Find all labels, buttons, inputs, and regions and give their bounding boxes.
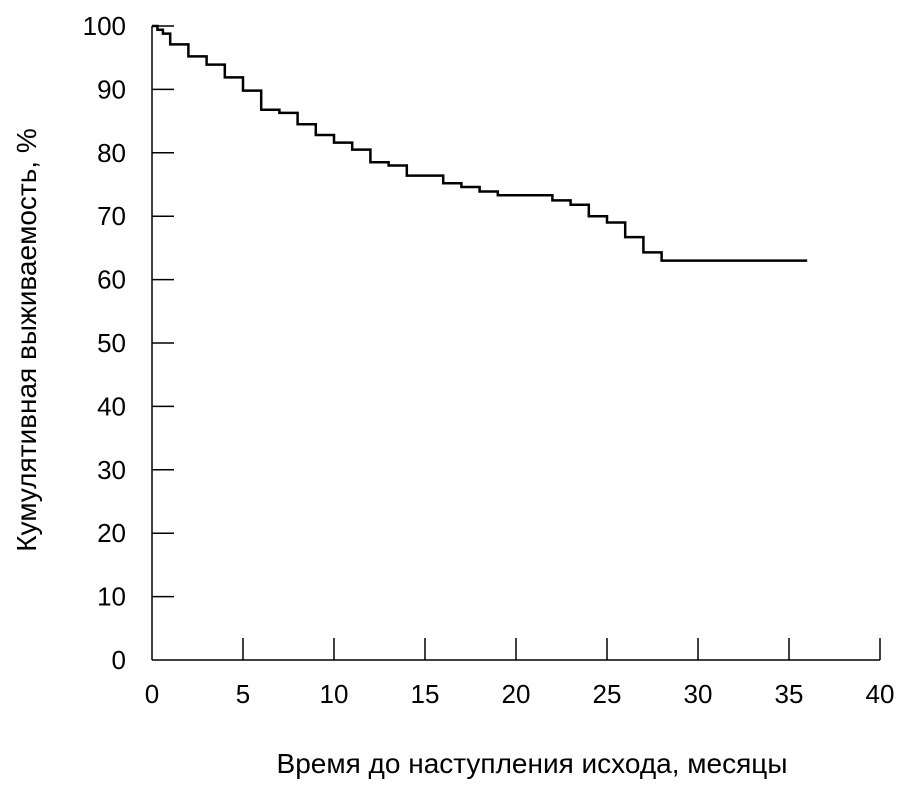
y-tick-label: 100 bbox=[83, 11, 126, 41]
y-tick-label: 90 bbox=[97, 74, 126, 104]
x-axis-title: Время до наступления исхода, месяцы bbox=[277, 748, 788, 779]
x-tick-label: 25 bbox=[593, 679, 622, 709]
series-layer bbox=[152, 24, 808, 262]
y-tick-label: 30 bbox=[97, 455, 126, 485]
y-tick-label: 80 bbox=[97, 138, 126, 168]
x-ticks: 0 5 10 15 20 25 30 35 40 bbox=[145, 638, 895, 709]
x-tick-label: 15 bbox=[411, 679, 440, 709]
y-tick-label: 50 bbox=[97, 328, 126, 358]
axes bbox=[151, 26, 880, 661]
y-ticks: 0 10 20 30 40 50 60 70 80 90 100 bbox=[83, 11, 174, 675]
x-tick-label: 30 bbox=[684, 679, 713, 709]
x-tick-label: 10 bbox=[320, 679, 349, 709]
x-tick-label: 35 bbox=[775, 679, 804, 709]
y-tick-label: 0 bbox=[112, 645, 126, 675]
x-tick-label: 5 bbox=[236, 679, 250, 709]
y-tick-label: 10 bbox=[97, 582, 126, 612]
y-axis-title: Кумулятивная выживаемость, % bbox=[11, 128, 42, 552]
x-tick-label: 40 bbox=[866, 679, 895, 709]
x-tick-label: 0 bbox=[145, 679, 159, 709]
y-tick-label: 60 bbox=[97, 265, 126, 295]
y-tick-label: 70 bbox=[97, 201, 126, 231]
y-tick-label: 40 bbox=[97, 391, 126, 421]
x-tick-label: 20 bbox=[502, 679, 531, 709]
survival-step-line bbox=[152, 24, 808, 262]
y-tick-label: 20 bbox=[97, 518, 126, 548]
